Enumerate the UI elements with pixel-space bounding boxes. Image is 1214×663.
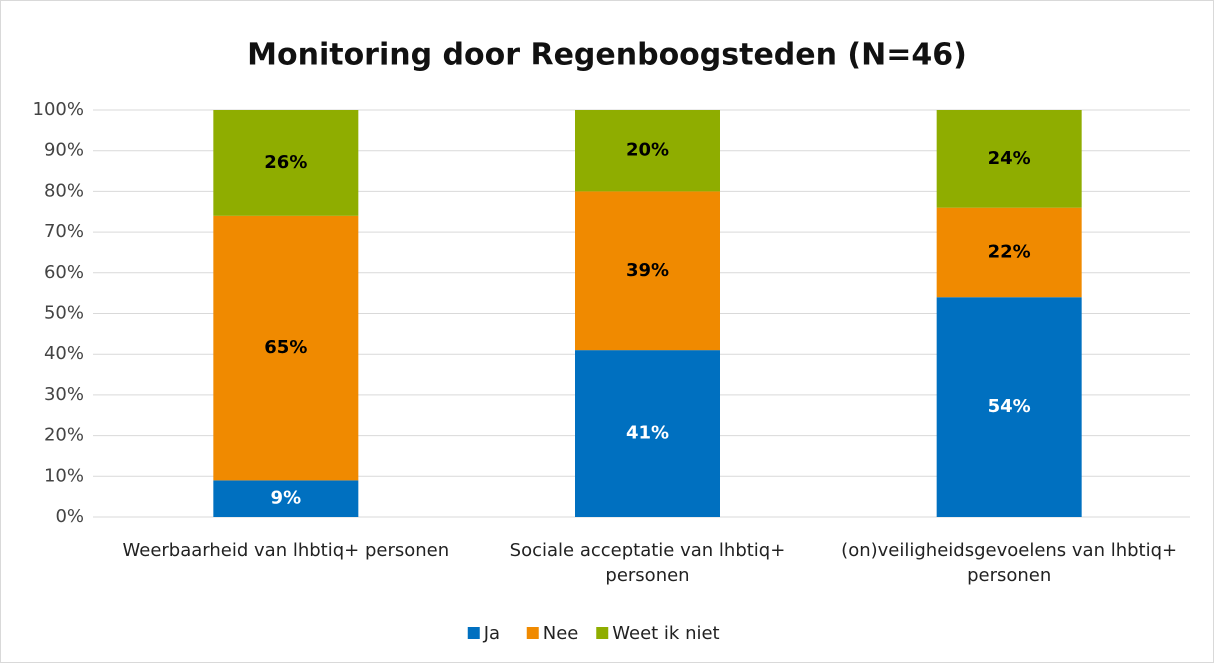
bar-segment	[213, 110, 359, 216]
y-tick-label: 70%	[44, 221, 84, 242]
legend-swatch	[467, 627, 480, 639]
y-tick-label: 80%	[44, 180, 84, 201]
bar-segment	[936, 297, 1082, 517]
x-tick-label: Sociale acceptatie van lhbtiq+ personen	[509, 540, 786, 586]
legend-swatch	[526, 627, 539, 639]
bar-segment	[936, 110, 1082, 208]
data-label: 41%	[626, 423, 669, 444]
chart-title: Monitoring door Regenboogsteden (N=46)	[247, 38, 967, 73]
bar-segment	[575, 110, 720, 192]
data-label: 24%	[988, 148, 1031, 169]
bar-segment	[936, 207, 1082, 298]
y-tick-label: 60%	[44, 262, 84, 283]
y-tick-label: 50%	[44, 303, 84, 324]
y-tick-label: 30%	[44, 384, 84, 405]
x-tick-label: (on)veiligheidsgevoelens van lhbtiq+ per…	[841, 540, 1178, 586]
x-tick-label: Weerbaarheid van lhbtiq+ personen	[122, 540, 450, 561]
y-tick-label: 10%	[44, 465, 84, 486]
data-label: 65%	[264, 337, 307, 358]
legend-label: Nee	[543, 623, 579, 644]
data-label: 22%	[988, 241, 1031, 262]
y-tick-label: 40%	[44, 343, 84, 364]
y-tick-label: 0%	[55, 506, 84, 527]
data-label: 26%	[264, 152, 307, 173]
data-label: 9%	[271, 488, 302, 509]
y-tick-label: 100%	[33, 99, 84, 120]
legend-label: Weet ik niet	[612, 623, 719, 644]
data-label: 54%	[988, 396, 1031, 417]
y-tick-label: 90%	[44, 140, 84, 161]
legend-label: Ja	[483, 623, 500, 644]
data-label: 20%	[626, 140, 669, 161]
bar-segment	[575, 191, 720, 351]
legend-swatch	[596, 627, 609, 639]
y-tick-label: 20%	[44, 425, 84, 446]
bar-segment	[213, 480, 359, 517]
data-label: 39%	[626, 260, 669, 281]
bar-segment	[575, 350, 720, 517]
bar-segment	[213, 215, 359, 481]
